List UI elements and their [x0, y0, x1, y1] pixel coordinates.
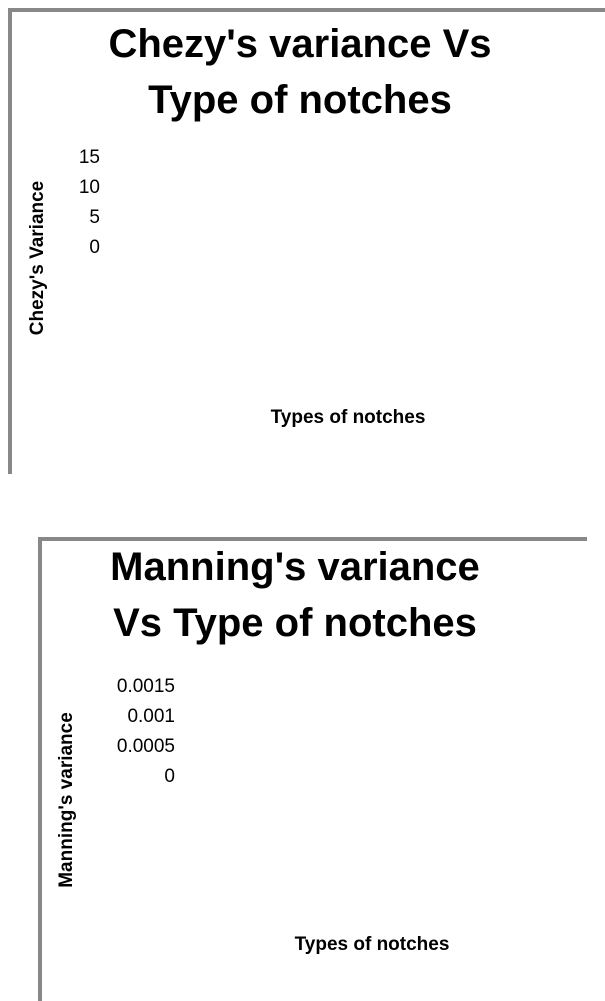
y-tick-label: 0.001: [127, 706, 175, 727]
chart-frame: [38, 537, 587, 1001]
chart-title: Manning's variance Vs Type of notches: [110, 545, 480, 645]
y-tick-label: 0: [164, 766, 175, 787]
y-axis-label: Manning's variance: [56, 712, 77, 888]
y-tick-label: 10: [79, 177, 100, 198]
y-tick-label: 0.0005: [117, 736, 175, 757]
chart-frame: [8, 8, 605, 474]
y-tick-label: 0: [89, 237, 100, 258]
x-axis-label: Types of notches: [295, 934, 450, 955]
chart-title: Chezy's variance Vs Type of notches: [108, 22, 492, 122]
y-tick-label: 5: [89, 207, 100, 228]
y-tick-label: 0.0015: [117, 676, 175, 697]
x-axis-label: Types of notches: [271, 407, 426, 428]
y-tick-label: 15: [79, 147, 100, 168]
y-axis-label: Chezy's Variance: [27, 181, 48, 336]
